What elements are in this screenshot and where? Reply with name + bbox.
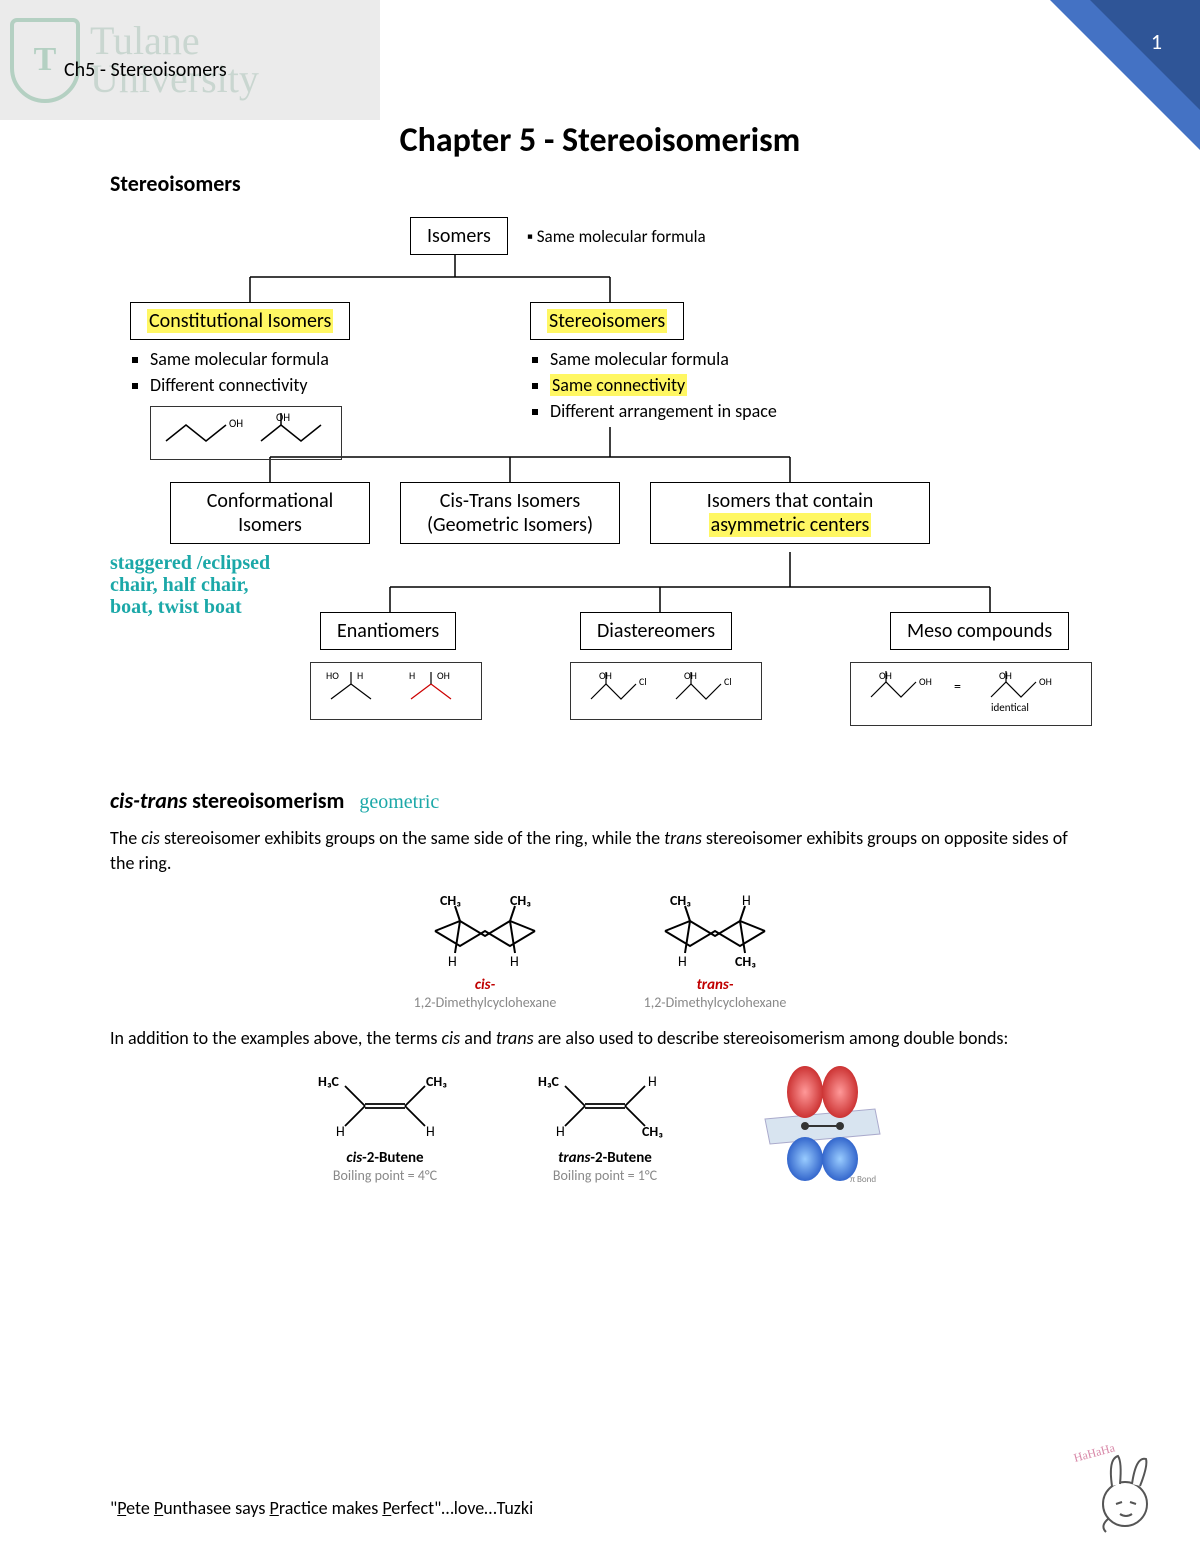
butene-row: H₃C CH₃ H H cis-2-Butene Boiling point =… [110, 1064, 1090, 1184]
svg-text:OH: OH [919, 675, 932, 688]
trans-cyclo-svg: CH₃ H H CH₃ [640, 891, 790, 971]
handwritten-conformational-note: staggered /eclipsed chair, half chair, b… [110, 552, 270, 618]
svg-text:H: H [510, 953, 519, 970]
svg-text:HaHaHa: HaHaHa [1072, 1444, 1117, 1465]
svg-text:H: H [336, 1123, 345, 1140]
node-meso: Meso compounds [890, 612, 1069, 650]
stereoisomers-block: Stereoisomers Same molecular formula Sam… [530, 302, 890, 426]
isomers-bullet: ▪ Same molecular formula [527, 226, 706, 247]
constitutional-bullets: Same molecular formula Different connect… [150, 348, 450, 396]
svg-text:H: H [678, 953, 687, 970]
node-stereoisomers: Stereoisomers [530, 302, 684, 340]
svg-text:OH: OH [1039, 675, 1052, 688]
page-corner-triangle-inner [1090, 0, 1200, 110]
svg-text:OH: OH [684, 669, 697, 682]
node-constitutional: Constitutional Isomers [130, 302, 350, 340]
node-isomers: Isomers [410, 217, 508, 255]
svg-text:H: H [409, 669, 415, 682]
node-conformational: Conformational Isomers [170, 482, 370, 544]
cis-cyclohexane: CH₃ CH₃ H H cis- 1,2-Dimethylcyclohexane [410, 891, 560, 1011]
stereo-bullet-2: Same connectivity [550, 374, 890, 396]
node-diastereomers: Diastereomers [580, 612, 732, 650]
const-bullet-1: Same molecular formula [150, 348, 450, 370]
page-title: Chapter 5 - Stereoisomerism [0, 120, 1200, 161]
section-cistrans-heading: cis-trans stereoisomerism geometric [110, 787, 1090, 814]
stereo-bullet-1: Same molecular formula [550, 348, 890, 370]
svg-text:OH: OH [999, 669, 1012, 682]
cistrans-para1: The cis stereoisomer exhibits groups on … [110, 826, 1090, 876]
svg-text:Cl: Cl [639, 675, 647, 688]
node-enantiomers: Enantiomers [320, 612, 456, 650]
node-isomers-row: Isomers ▪ Same molecular formula [410, 217, 706, 255]
svg-text:H₃C: H₃C [538, 1073, 560, 1090]
stereo-bullet-3: Different arrangement in space [550, 400, 890, 422]
node-asymmetric: Isomers that contain asymmetric centers [650, 482, 930, 544]
section-stereoisomers-heading: Stereoisomers [110, 170, 1090, 197]
svg-text:CH₃: CH₃ [735, 953, 756, 970]
constitutional-structures: OH OH [150, 406, 342, 460]
cis-cyclo-svg: CH₃ CH₃ H H [410, 891, 560, 971]
svg-text:CH₃: CH₃ [426, 1073, 447, 1090]
footer-quote: "Pete Punthasee says Practice makes Perf… [110, 1497, 533, 1519]
svg-text:=: = [954, 678, 961, 695]
svg-text:CH₃: CH₃ [510, 892, 531, 909]
svg-text:π Bond: π Bond [850, 1174, 876, 1184]
enantiomer-struct: HOH HOH [310, 662, 482, 720]
shield-letter: T [34, 41, 57, 79]
meso-struct: OH OH = OH OH identical [850, 662, 1092, 726]
trans-butene: H₃C H H CH₃ trans-2-Butene Boiling point… [530, 1064, 680, 1184]
svg-text:H: H [357, 669, 363, 682]
const-bullet-2: Different connectivity [150, 374, 450, 396]
svg-text:H₃C: H₃C [318, 1073, 340, 1090]
diastereomer-struct: OH Cl OH Cl [570, 662, 762, 720]
svg-text:CH₃: CH₃ [642, 1123, 663, 1140]
svg-text:H: H [648, 1073, 657, 1090]
cistrans-para2: In addition to the examples above, the t… [110, 1026, 1090, 1051]
svg-text:OH: OH [229, 417, 243, 430]
svg-text:CH₃: CH₃ [670, 892, 691, 909]
svg-text:H: H [426, 1123, 435, 1140]
tuzki-bunny-icon: HaHaHa [1070, 1444, 1160, 1534]
svg-text:Cl: Cl [724, 675, 732, 688]
svg-text:OH: OH [437, 669, 450, 682]
hand-geometric: geometric [359, 791, 439, 813]
svg-text:CH₃: CH₃ [440, 892, 461, 909]
svg-text:H: H [556, 1123, 565, 1140]
content-area: Stereoisomers Isomers ▪ [110, 170, 1090, 1214]
trans-cyclohexane: CH₃ H H CH₃ trans- 1,2-Dimethylcyclohexa… [640, 891, 790, 1011]
chapter-tag: Ch5 - Stereoisomers [64, 58, 227, 82]
page-number: 1 [1151, 28, 1162, 55]
uni-line1: Tulane [90, 22, 259, 60]
svg-text:OH: OH [879, 669, 892, 682]
cyclohexane-row: CH₃ CH₃ H H cis- 1,2-Dimethylcyclohexane… [110, 891, 1090, 1011]
svg-text:H: H [742, 892, 751, 909]
svg-text:HO: HO [326, 669, 339, 682]
constitutional-block: Constitutional Isomers Same molecular fo… [130, 302, 450, 460]
pi-bond-orbital: π Bond [750, 1064, 890, 1184]
node-cistrans: Cis-Trans Isomers (Geometric Isomers) [400, 482, 620, 544]
svg-text:H: H [448, 953, 457, 970]
svg-text:identical: identical [991, 701, 1029, 714]
svg-text:OH: OH [599, 669, 612, 682]
cis-butene: H₃C CH₃ H H cis-2-Butene Boiling point =… [310, 1064, 460, 1184]
isomer-tree: Isomers ▪ Same molecular formula Constit… [110, 217, 1090, 777]
stereo-bullets: Same molecular formula Same connectivity… [550, 348, 890, 422]
svg-text:OH: OH [276, 413, 290, 424]
